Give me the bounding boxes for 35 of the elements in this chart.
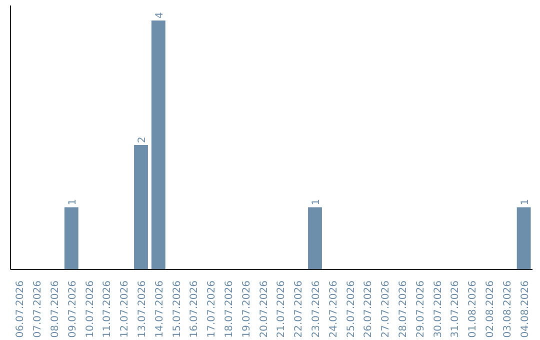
x-tick-label: 23.07.2026 — [311, 280, 322, 338]
x-tick-label: 16.07.2026 — [189, 280, 200, 338]
x-tick-label: 22.07.2026 — [294, 280, 305, 338]
x-tick-label: 25.07.2026 — [346, 280, 357, 338]
data-label: 2 — [137, 136, 148, 143]
x-tick-label: 13.07.2026 — [137, 280, 148, 338]
x-tick-label: 19.07.2026 — [241, 280, 252, 338]
data-label: 1 — [67, 198, 78, 206]
x-tick-label: 26.07.2026 — [363, 280, 374, 338]
x-tick-label: 11.07.2026 — [102, 280, 114, 338]
x-tick-label: 30.07.2026 — [432, 280, 444, 338]
x-tick-label: 12.07.2026 — [120, 280, 131, 338]
x-tick-label: 02.08.2026 — [485, 280, 496, 338]
x-tick-label: 27.07.2026 — [380, 280, 392, 338]
x-tick-label: 14.07.2026 — [154, 280, 166, 338]
data-label: 4 — [154, 12, 166, 18]
x-tick-label: 03.08.2026 — [502, 280, 514, 338]
x-tick-label: 21.07.2026 — [276, 280, 288, 338]
x-tick-label: 06.07.2026 — [15, 280, 26, 338]
x-tick-label: 07.07.2026 — [32, 280, 44, 338]
x-tick-label: 09.07.2026 — [67, 280, 78, 338]
x-tick-label: 08.07.2026 — [50, 280, 61, 338]
x-tick-label: 29.07.2026 — [415, 280, 426, 338]
x-tick-label: 24.07.2026 — [328, 280, 340, 338]
data-label: 1 — [520, 198, 531, 206]
x-tick-label: 04.08.2026 — [520, 280, 531, 338]
x-tick-label: 31.07.2026 — [450, 280, 462, 338]
x-tick-label: 15.07.2026 — [172, 280, 183, 338]
data-label: 1 — [311, 198, 322, 206]
x-tick-label: 17.07.2026 — [206, 280, 218, 338]
x-tick-label: 28.07.2026 — [398, 280, 409, 338]
x-tick-label: 01.08.2026 — [468, 280, 479, 338]
x-tick-label: 10.07.2026 — [84, 280, 96, 338]
x-tick-label: 20.07.2026 — [258, 280, 270, 338]
x-tick-label: 18.07.2026 — [224, 280, 235, 338]
